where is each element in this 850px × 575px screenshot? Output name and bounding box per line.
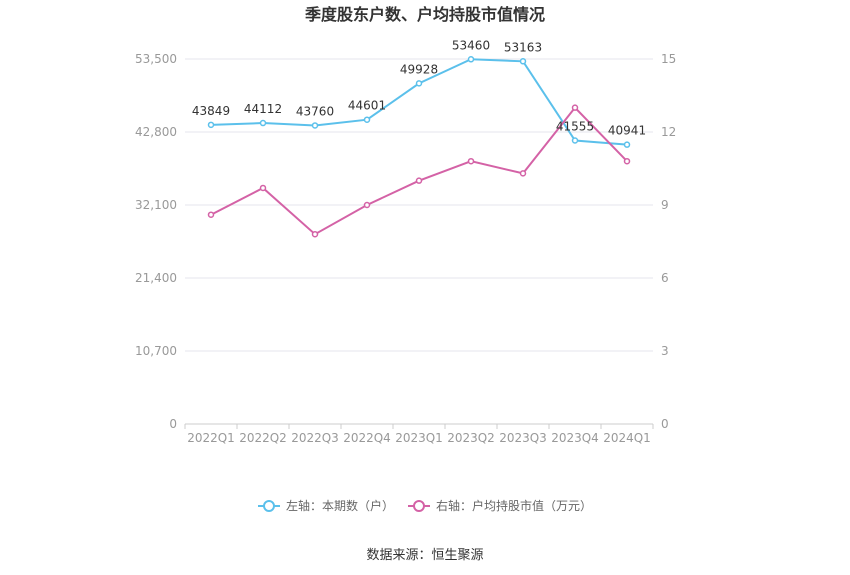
data-label: 44112 <box>244 102 282 116</box>
x-tick-label: 2022Q3 <box>291 431 339 445</box>
y-left-tick-label: 21,400 <box>135 271 177 285</box>
data-point <box>571 137 579 144</box>
y-right-tick-label: 15 <box>661 52 676 66</box>
x-tick-label: 2022Q1 <box>187 431 235 445</box>
x-tick-label: 2024Q1 <box>603 431 651 445</box>
source-note: 数据来源：恒生聚源 <box>366 548 483 563</box>
y-right-tick-label: 0 <box>661 417 669 431</box>
series <box>207 56 631 238</box>
x-tick-label: 2023Q2 <box>447 431 495 445</box>
data-label: 40941 <box>608 124 646 138</box>
y-right-tick-label: 9 <box>661 198 669 212</box>
legend-label: 右轴：户均持股市值（万元） <box>436 498 592 513</box>
legend-item-2[interactable]: 右轴：户均持股市值（万元） <box>408 498 592 513</box>
data-point <box>519 170 527 177</box>
data-point <box>259 184 267 192</box>
data-label: 43760 <box>296 104 334 118</box>
data-point <box>363 201 371 209</box>
data-point <box>467 56 475 63</box>
data-label: 53163 <box>504 40 542 54</box>
x-tick-label: 2022Q2 <box>239 431 287 445</box>
data-point <box>519 58 527 65</box>
legend-swatch-marker <box>263 500 275 512</box>
data-point <box>207 121 215 129</box>
data-label: 44601 <box>348 99 386 113</box>
data-point <box>467 157 475 165</box>
chart-title: 季度股东户数、户均持股市值情况 <box>304 5 545 24</box>
data-label: 43849 <box>192 104 230 118</box>
x-tick-label: 2022Q4 <box>343 431 391 445</box>
legend[interactable]: 左轴：本期数（户） 右轴：户均持股市值（万元） <box>258 498 592 513</box>
data-label: 49928 <box>400 62 438 76</box>
data-label: 53460 <box>452 38 490 52</box>
legend-label: 左轴：本期数（户） <box>286 498 394 513</box>
data-point <box>623 141 631 148</box>
y-left-tick-label: 0 <box>169 417 177 431</box>
data-point <box>311 122 319 129</box>
y-right-tick-label: 6 <box>661 271 669 285</box>
legend-item-1[interactable]: 左轴：本期数（户） <box>258 498 394 513</box>
x-tick-label: 2023Q4 <box>551 431 599 445</box>
legend-swatch-marker <box>413 500 425 512</box>
x-tick-label: 2023Q1 <box>395 431 443 445</box>
y-left-tick-label: 53,500 <box>135 52 177 66</box>
data-point <box>571 104 579 111</box>
data-point <box>415 80 423 87</box>
y-right-tick-label: 3 <box>661 344 669 358</box>
data-point <box>623 157 631 165</box>
data-point <box>259 119 267 127</box>
y-right-tick-label: 12 <box>661 125 676 139</box>
x-tick-label: 2023Q3 <box>499 431 547 445</box>
data-point <box>207 211 215 218</box>
y-left-tick-label: 42,800 <box>135 125 177 139</box>
data-point <box>415 177 423 184</box>
data-label: 41555 <box>556 119 594 133</box>
axes: 0 0 10,700 3 21,400 6 32,100 9 42,800 12 53,500 15 2… <box>135 52 676 445</box>
data-point <box>363 116 371 123</box>
data-labels: 43849 44112 43760 44601 49928 53460 53163 41555… <box>192 38 646 137</box>
grid <box>185 58 653 425</box>
data-point <box>311 230 319 238</box>
y-left-tick-label: 32,100 <box>135 198 177 212</box>
y-left-tick-label: 10,700 <box>135 344 177 358</box>
